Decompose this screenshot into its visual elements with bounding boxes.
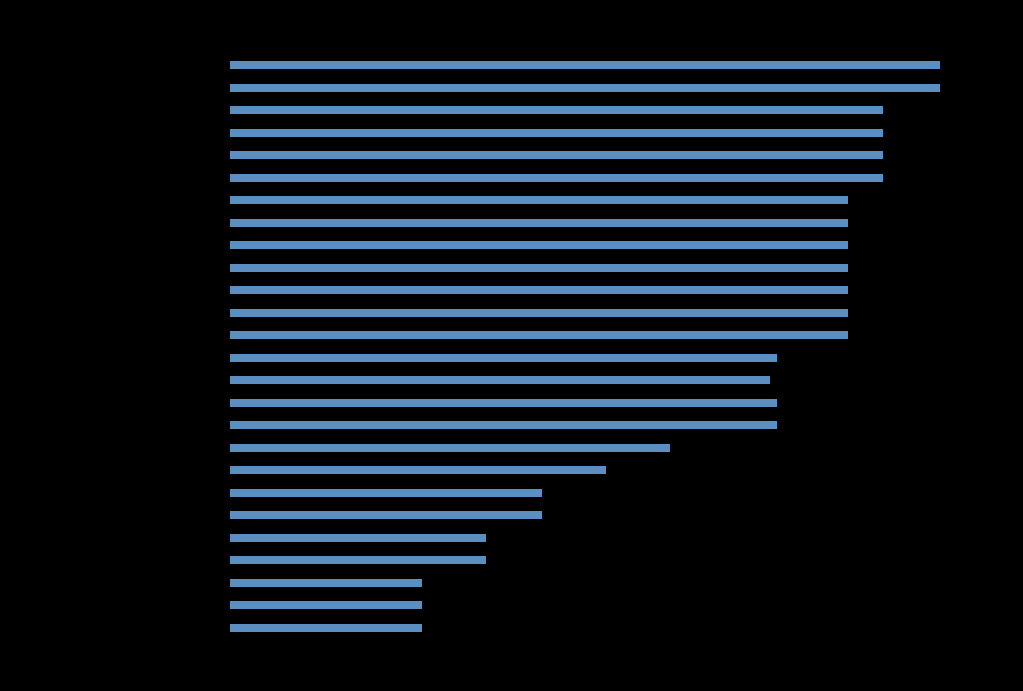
bar-item-05 xyxy=(230,151,883,159)
bar-item-06 xyxy=(230,174,883,182)
bar-item-25 xyxy=(230,601,422,609)
bar-item-07 xyxy=(230,196,848,204)
horizontal-bar-chart xyxy=(0,0,1023,691)
bar-item-13 xyxy=(230,331,848,339)
bar-item-24 xyxy=(230,579,422,587)
bar-item-01 xyxy=(230,61,940,69)
bar-item-17 xyxy=(230,421,777,429)
bar-item-11 xyxy=(230,286,848,294)
bar-item-15 xyxy=(230,376,770,384)
bar-item-18 xyxy=(230,444,670,452)
bar-item-21 xyxy=(230,511,542,519)
bar-item-02 xyxy=(230,84,940,92)
bar-item-09 xyxy=(230,241,848,249)
bar-item-20 xyxy=(230,489,542,497)
bar-item-03 xyxy=(230,106,883,114)
bar-item-14 xyxy=(230,354,777,362)
bar-item-26 xyxy=(230,624,422,632)
bar-item-22 xyxy=(230,534,486,542)
bar-item-08 xyxy=(230,219,848,227)
bar-item-23 xyxy=(230,556,486,564)
bar-item-16 xyxy=(230,399,777,407)
bar-item-04 xyxy=(230,129,883,137)
bar-item-12 xyxy=(230,309,848,317)
bar-item-10 xyxy=(230,264,848,272)
bar-item-19 xyxy=(230,466,606,474)
